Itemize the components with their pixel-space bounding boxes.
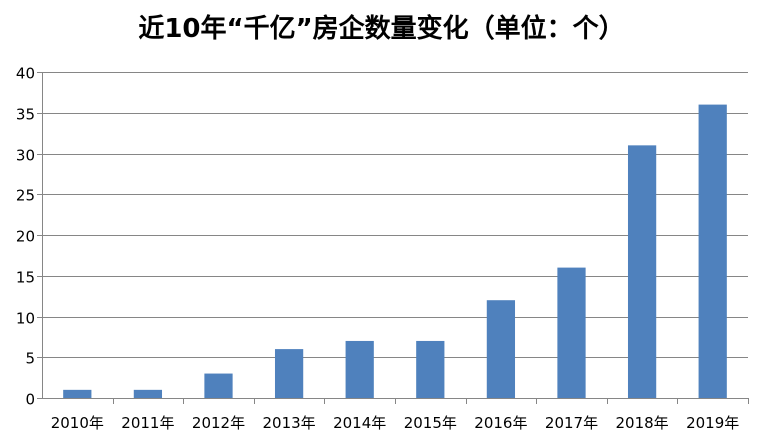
gridlines: [42, 72, 748, 358]
x-tick-label: 2019年: [686, 414, 739, 432]
bar: [486, 300, 516, 398]
x-tick-label: 2017年: [545, 414, 598, 432]
bar: [204, 373, 233, 398]
bar: [698, 104, 727, 398]
bar: [416, 340, 445, 398]
bar: [557, 267, 586, 398]
y-tick-label: 20: [16, 228, 35, 246]
x-tick-label: 2016年: [474, 414, 527, 432]
y-tick-labels: 0 5 10 15 20 25 30 35 40: [16, 65, 35, 409]
y-tick-label: 30: [16, 147, 35, 165]
x-tick-labels: 2010年 2011年 2012年 2013年 2014年 2015年 2016年 2017年…: [51, 414, 740, 432]
x-tick-label: 2010年: [51, 414, 104, 432]
chart-title: 近10年“千亿”房企数量变化（单位：个）: [138, 14, 625, 44]
y-tick-label: 0: [25, 391, 35, 409]
x-tick-label: 2011年: [121, 414, 174, 432]
bar: [274, 349, 304, 398]
x-tick-label: 2012年: [192, 414, 245, 432]
bars: [63, 104, 727, 398]
y-tick-label: 35: [16, 106, 35, 124]
x-tick-label: 2014年: [333, 414, 386, 432]
x-tick-label: 2018年: [616, 414, 669, 432]
bar: [133, 389, 163, 398]
x-tick-label: 2015年: [404, 414, 457, 432]
bar: [345, 340, 374, 398]
y-tick-label: 10: [16, 310, 35, 328]
y-tick-label: 40: [16, 65, 35, 83]
x-tick-label: 2013年: [263, 414, 316, 432]
axes: [37, 72, 749, 404]
y-tick-label: 25: [16, 187, 35, 205]
y-tick-label: 15: [16, 269, 35, 287]
bar: [63, 389, 92, 398]
y-tick-label: 5: [25, 350, 35, 368]
bar: [627, 145, 657, 398]
